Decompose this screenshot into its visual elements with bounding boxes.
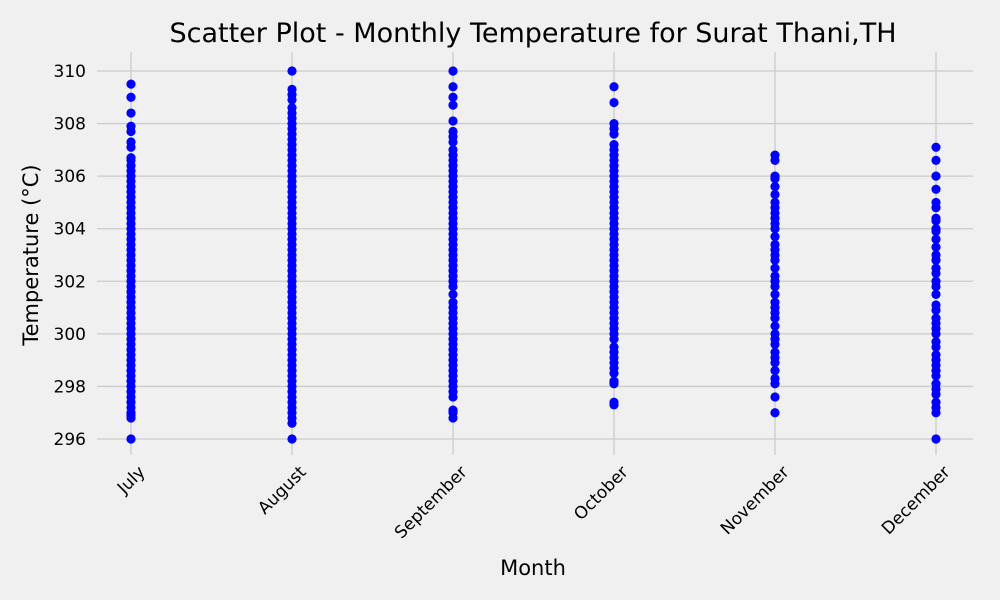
data-point — [770, 171, 780, 181]
data-point — [770, 271, 780, 281]
data-point — [287, 66, 297, 76]
data-point — [931, 379, 941, 389]
data-point — [126, 434, 136, 444]
data-point — [770, 239, 780, 250]
y-tick-label: 308 — [54, 115, 86, 135]
data-point — [931, 276, 941, 286]
data-point — [931, 313, 941, 323]
data-point — [931, 155, 941, 165]
data-point — [448, 66, 458, 76]
data-point — [126, 92, 136, 102]
data-point — [931, 250, 941, 260]
data-point — [770, 263, 780, 273]
data-point — [931, 300, 941, 310]
data-point — [448, 145, 458, 155]
data-point — [770, 232, 780, 242]
data-point — [770, 321, 780, 331]
y-tick-label: 298 — [54, 377, 86, 397]
data-point — [931, 171, 941, 181]
data-point — [126, 121, 136, 131]
data-point — [609, 140, 619, 150]
data-points — [126, 66, 941, 444]
data-point — [770, 289, 780, 300]
y-tick-label: 304 — [54, 220, 86, 240]
data-point — [770, 182, 780, 192]
data-point — [931, 213, 941, 223]
x-axis-label: Month — [500, 556, 566, 580]
data-point — [770, 347, 780, 357]
data-point — [126, 108, 136, 118]
data-point — [287, 103, 297, 113]
data-point — [448, 116, 458, 126]
data-point — [126, 137, 136, 147]
data-point — [770, 150, 780, 160]
data-point — [931, 234, 941, 244]
data-point — [287, 84, 297, 94]
data-point — [609, 342, 619, 352]
data-point — [770, 297, 780, 307]
data-point — [931, 289, 941, 300]
data-point — [609, 376, 619, 386]
data-point — [931, 224, 941, 234]
data-point — [931, 242, 941, 252]
data-point — [126, 153, 136, 163]
data-point — [770, 329, 780, 339]
data-point — [770, 408, 780, 418]
data-point — [770, 366, 780, 376]
data-point — [931, 434, 941, 444]
data-point — [770, 373, 780, 384]
data-point — [931, 350, 941, 360]
data-point — [609, 397, 619, 407]
data-point — [448, 289, 458, 300]
chart-title: Scatter Plot - Monthly Temperature for S… — [169, 18, 896, 49]
y-tick-label: 300 — [54, 325, 86, 345]
y-tick-label: 306 — [54, 167, 86, 187]
data-point — [448, 126, 458, 137]
data-point — [931, 142, 941, 152]
data-point — [931, 337, 941, 347]
data-point — [448, 297, 458, 307]
data-point — [287, 434, 297, 444]
y-axis-label: Temperature (°C) — [19, 164, 43, 346]
data-point — [931, 397, 941, 407]
data-point — [770, 392, 780, 402]
data-point — [448, 92, 458, 102]
data-point — [609, 97, 619, 108]
data-point — [931, 184, 941, 194]
data-point — [448, 82, 458, 92]
data-point — [126, 79, 136, 89]
data-point — [931, 197, 941, 208]
data-point — [448, 405, 458, 415]
data-point — [770, 189, 780, 200]
data-point — [770, 197, 780, 208]
data-point — [609, 118, 619, 129]
data-point — [931, 263, 941, 273]
data-point — [609, 82, 619, 92]
data-point — [448, 100, 458, 110]
y-tick-label: 296 — [54, 430, 86, 450]
y-tick-label: 302 — [54, 272, 86, 292]
y-tick-label: 310 — [54, 62, 86, 82]
